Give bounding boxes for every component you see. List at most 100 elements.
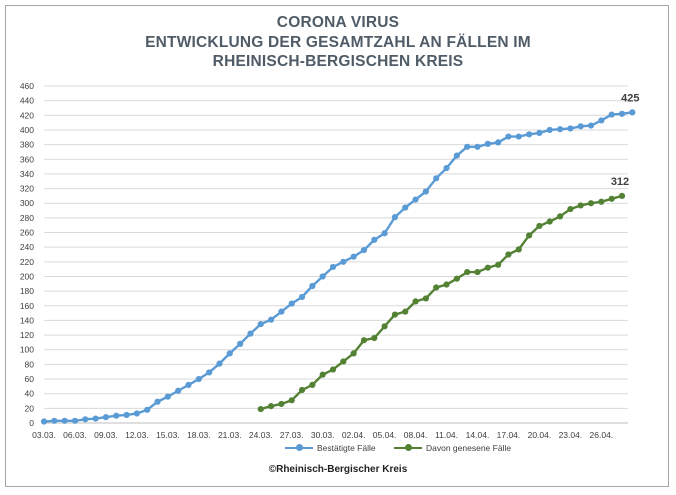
data-point: [505, 251, 512, 258]
x-tick-label: 27.03.: [280, 430, 304, 440]
x-tick-label: 14.04.: [466, 430, 490, 440]
series-lines: [40, 109, 636, 425]
x-tick-label: 08.04.: [404, 430, 428, 440]
data-point: [226, 350, 233, 357]
data-point: [340, 358, 347, 365]
y-tick-label: 340: [20, 169, 34, 179]
data-point: [154, 398, 161, 405]
y-tick-label: 160: [20, 301, 34, 311]
data-point: [608, 195, 615, 202]
x-tick-label: 06.03.: [63, 430, 87, 440]
data-point: [82, 416, 89, 423]
data-point: [381, 230, 388, 237]
data-point: [247, 330, 254, 337]
end-label: 425: [621, 92, 639, 104]
y-tick-label: 460: [20, 81, 34, 91]
data-point: [319, 273, 326, 280]
data-point: [556, 126, 564, 133]
y-tick-label: 140: [20, 315, 34, 325]
data-point: [185, 381, 192, 389]
data-point: [360, 247, 368, 254]
data-point: [195, 375, 202, 383]
legend-swatch-recovered: [394, 444, 422, 452]
data-point: [422, 295, 429, 302]
data-point: [92, 415, 99, 422]
data-point: [402, 204, 409, 211]
source-credit: ©Rheinisch-Bergischer Kreis: [268, 464, 408, 475]
data-point: [278, 308, 285, 315]
data-point: [515, 133, 522, 140]
y-tick-label: 400: [20, 125, 34, 135]
data-point: [371, 236, 378, 243]
x-tick-label: 24.03.: [249, 430, 273, 440]
data-point: [329, 263, 337, 271]
y-axis-tick-labels: 0 20 40 60 80 100 120 140 160 180 200 220 240 260 280 3…: [20, 81, 34, 428]
data-point: [474, 143, 481, 150]
x-tick-label: 30.03.: [311, 430, 335, 440]
x-tick-label: 26.04.: [590, 430, 614, 440]
data-point: [102, 414, 110, 421]
y-tick-label: 240: [20, 242, 34, 252]
data-point: [433, 284, 440, 291]
x-tick-label: 02.04.: [342, 430, 366, 440]
data-point: [350, 350, 357, 357]
data-point: [443, 164, 450, 172]
data-point: [453, 152, 460, 159]
gridlines: [44, 85, 628, 424]
y-tick-label: 380: [20, 140, 34, 150]
data-point: [175, 387, 182, 394]
chart-title-line-3: RHEINISCH-BERGISCHEN KREIS: [212, 53, 464, 70]
data-point: [587, 200, 595, 207]
data-point: [484, 264, 491, 271]
data-point: [608, 111, 615, 118]
data-point: [422, 188, 429, 195]
y-tick-label: 20: [25, 403, 35, 413]
data-point: [598, 117, 605, 124]
data-point: [340, 258, 347, 265]
data-point: [164, 393, 171, 400]
data-point: [257, 405, 264, 413]
y-tick-label: 300: [20, 198, 34, 208]
legend-label-recovered: Davon genesene Fälle: [426, 443, 512, 453]
data-point: [391, 214, 399, 221]
data-point: [536, 222, 543, 230]
y-tick-label: 60: [25, 374, 35, 384]
data-point: [526, 131, 533, 138]
data-point: [464, 143, 471, 150]
data-point: [371, 334, 378, 342]
data-point: [133, 410, 140, 417]
y-tick-label: 0: [29, 418, 34, 428]
data-point: [546, 126, 553, 134]
y-tick-label: 420: [20, 110, 34, 120]
data-point: [618, 192, 626, 199]
data-point: [495, 139, 502, 146]
data-point: [412, 196, 419, 203]
data-point: [526, 232, 533, 239]
data-point: [298, 293, 306, 301]
y-tick-label: 320: [20, 184, 34, 194]
data-point: [433, 175, 440, 182]
data-point: [51, 417, 58, 424]
data-point: [546, 218, 553, 225]
x-axis-tick-labels: 03.03. 06.03. 09.03. 12.03. 15.03. 18.03. 21.0…: [32, 430, 613, 440]
data-point: [474, 268, 481, 276]
data-point: [505, 133, 512, 140]
data-point: [381, 323, 388, 330]
x-tick-label: 03.03.: [32, 430, 56, 440]
data-point: [567, 125, 574, 132]
data-point: [288, 300, 295, 307]
x-tick-label: 05.04.: [373, 430, 397, 440]
data-point: [329, 366, 337, 373]
data-point: [113, 412, 120, 419]
data-point: [216, 360, 223, 367]
data-point: [629, 109, 636, 116]
data-point: [267, 403, 275, 410]
data-point: [453, 275, 460, 282]
data-point: [257, 320, 264, 328]
x-tick-label: 11.04.: [435, 430, 458, 440]
data-point: [309, 282, 316, 290]
data-point: [360, 337, 368, 344]
data-point: [618, 110, 626, 117]
x-tick-label: 17.04.: [497, 430, 521, 440]
y-tick-label: 360: [20, 154, 34, 164]
